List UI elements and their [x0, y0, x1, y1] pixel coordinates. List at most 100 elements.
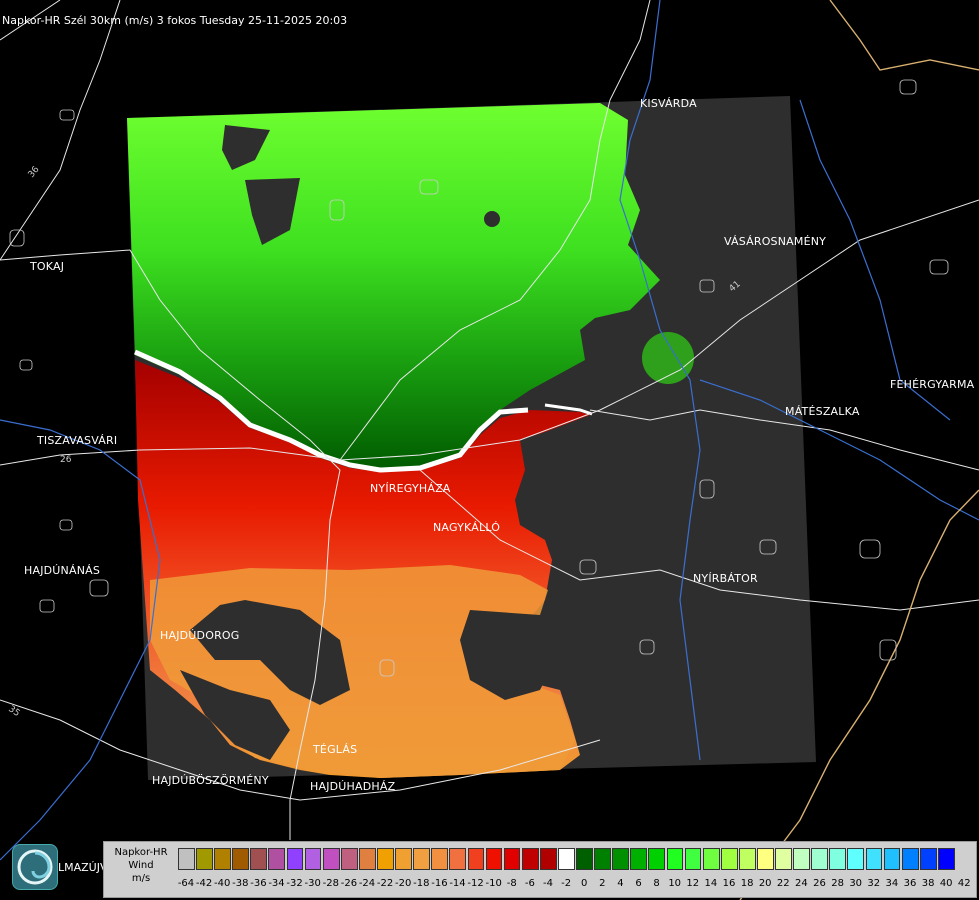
road-network: [0, 0, 979, 840]
legend-tick-label: -32: [286, 878, 303, 889]
legend-tick-label: -18: [413, 878, 430, 889]
legend-swatch: [322, 848, 340, 870]
legend-swatches: [178, 848, 956, 870]
legend-swatch: [937, 848, 955, 870]
legend-tick-label: -14: [449, 878, 466, 889]
legend-tick-label: -34: [268, 878, 285, 889]
legend-tick-label: 22: [776, 878, 790, 889]
napkor-logo-icon: [12, 844, 58, 890]
city-label-nyirbator: NYÍRBÁTOR: [693, 572, 758, 585]
legend-tick-label: -8: [506, 878, 517, 889]
country-border: [829, 0, 979, 71]
zero-velocity-line: [544, 403, 593, 416]
legend-swatch: [557, 848, 575, 870]
legend-tick-label: 42: [957, 878, 971, 889]
legend-swatch: [883, 848, 901, 870]
legend-tick-label: -64: [177, 878, 195, 889]
legend-tick-label: 18: [740, 878, 754, 889]
legend-swatch: [395, 848, 412, 870]
road-number: 36: [27, 165, 42, 180]
legend-swatch: [811, 848, 829, 870]
legend-swatch: [684, 848, 702, 870]
legend-swatch: [196, 848, 213, 870]
legend-tick-label: -10: [485, 878, 502, 889]
legend-swatch: [630, 848, 648, 870]
legend-swatch: [214, 848, 231, 870]
settlement-outlines: [9, 79, 949, 677]
city-label-tiszavasvari: TISZAVASVÁRI: [37, 434, 118, 447]
legend-tick-label: -40: [214, 878, 231, 889]
no-data-patch: [460, 610, 560, 700]
legend-swatch: [901, 848, 919, 870]
city-label-kisvarda: KISVÁRDA: [640, 97, 697, 110]
no-data-patch: [245, 178, 300, 245]
legend-swatch: [358, 848, 376, 870]
legend-title: Napkor-HR Wind m/s: [114, 847, 168, 884]
legend-swatch: [467, 848, 485, 870]
city-label-nagykallo: NAGYKÁLLÓ: [433, 521, 501, 534]
legend-tick-label: -30: [304, 878, 321, 889]
legend-swatch: [521, 848, 539, 870]
legend-tick-label: 34: [885, 878, 899, 889]
legend-swatch: [594, 848, 611, 870]
city-label-tokaj: TOKAJ: [30, 260, 65, 273]
legend-swatch: [250, 848, 268, 870]
legend-tick-label: 16: [722, 878, 736, 889]
legend-swatch: [304, 848, 322, 870]
legend-swatch: [576, 848, 593, 870]
legend-tick-label: 30: [849, 878, 863, 889]
river-lines: [0, 0, 979, 861]
legend-tick-label: 2: [599, 878, 606, 889]
legend-swatch: [829, 848, 847, 870]
legend-swatch: [775, 848, 792, 870]
legend-tick-label: -24: [358, 878, 376, 889]
legend-swatch: [738, 848, 756, 870]
legend-tick-label: -42: [195, 878, 213, 889]
legend-swatch: [449, 848, 467, 870]
legend-tick-label: -16: [431, 878, 448, 889]
legend-swatch: [286, 848, 304, 870]
legend-tick-label: -12: [467, 878, 484, 889]
legend-tick-label: 32: [867, 878, 881, 889]
legend-tick-label: 12: [686, 878, 700, 889]
city-label-vasarosnameny: VÁSÁROSNAMÉNY: [724, 235, 827, 248]
green-wind-patch: [642, 332, 694, 384]
legend-tick-label: -22: [376, 878, 394, 889]
legend-tick-label: 6: [635, 878, 642, 889]
legend-swatch: [503, 848, 521, 870]
no-data-patch: [190, 600, 350, 705]
no-data-patch: [180, 670, 290, 760]
legend-tick-label: 20: [758, 878, 772, 889]
city-label-fehergyarmat: FEHÉRGYARMA: [890, 378, 975, 391]
legend-swatch: [413, 848, 431, 870]
city-label-hajdunanas: HAJDÚNÁNÁS: [24, 564, 101, 577]
legend-swatch: [648, 848, 666, 870]
legend-tick-label: -28: [322, 878, 339, 889]
legend-swatch: [232, 848, 250, 870]
legend-swatch: [919, 848, 937, 870]
legend-swatch: [720, 848, 738, 870]
legend-tick-label: 0: [581, 878, 588, 889]
legend-tick-label: 36: [903, 878, 917, 889]
legend-swatch: [377, 848, 394, 870]
legend-swatch: [612, 848, 630, 870]
legend-swatch: [666, 848, 684, 870]
legend-tick-label: 26: [813, 878, 826, 889]
city-label-mateszalka: MÁTÉSZALKA: [785, 405, 860, 418]
legend-tick-label: 40: [939, 878, 953, 889]
legend-tick-label: 14: [704, 878, 718, 889]
legend-swatch: [865, 848, 883, 870]
legend-tick-label: -4: [543, 878, 553, 889]
legend-swatch: [485, 848, 503, 870]
legend-swatch: [847, 848, 865, 870]
legend-swatch: [431, 848, 449, 870]
legend-swatch: [268, 848, 286, 870]
legend-swatch: [340, 848, 358, 870]
city-label-hajduboszormeny: HAJDÚBÖSZÖRMÉNY: [152, 774, 269, 787]
color-legend: Napkor-HR Wind m/s -64 -42 -40 -38 -36 -34 -32…: [103, 841, 977, 898]
legend-swatch: [178, 848, 195, 870]
legend-swatch: [757, 848, 774, 870]
legend-tick-label: 8: [653, 878, 660, 889]
legend-tick-label: -26: [340, 878, 358, 889]
